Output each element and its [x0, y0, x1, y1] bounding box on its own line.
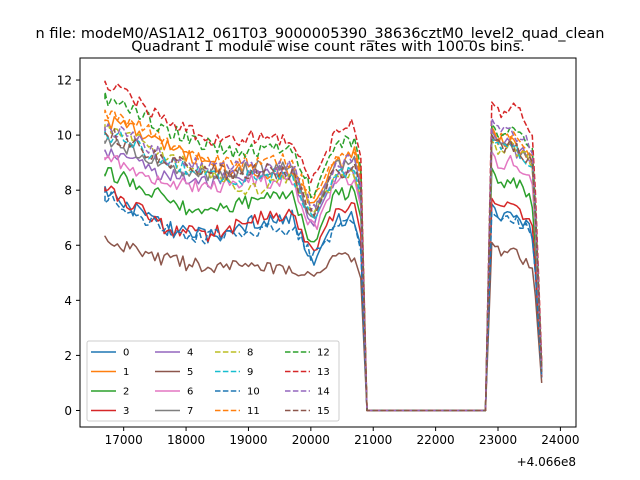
legend-label: 6: [187, 387, 193, 398]
x-tick-label: 17000: [105, 433, 143, 447]
y-tick-label: 4: [64, 294, 72, 308]
legend-label: 13: [317, 367, 330, 378]
legend-label: 11: [247, 406, 260, 417]
legend-label: 14: [317, 387, 330, 398]
y-tick-label: 8: [64, 184, 72, 198]
x-tick-label: 24000: [541, 433, 579, 447]
y-tick-label: 12: [57, 74, 72, 88]
x-tick-label: 23000: [479, 433, 517, 447]
x-tick-label: 22000: [417, 433, 455, 447]
series-line-15: [104, 128, 543, 412]
legend-label: 10: [247, 387, 260, 398]
plot-title: Quadrant 1 module wise count rates with …: [131, 39, 525, 55]
legend-label: 15: [317, 406, 330, 417]
legend-label: 12: [317, 348, 330, 359]
y-tick-label: 6: [64, 239, 72, 253]
legend-box: [86, 340, 340, 422]
legend-label: 2: [123, 387, 129, 398]
series-line-13: [104, 80, 543, 412]
x-tick-label: 20000: [292, 433, 330, 447]
legend-label: 1: [123, 367, 129, 378]
x-tick-label: 19000: [229, 433, 267, 447]
y-tick-label: 0: [64, 404, 72, 418]
legend-label: 7: [187, 406, 193, 417]
legend-label: 4: [187, 348, 193, 359]
legend-label: 9: [247, 367, 253, 378]
series-line-14: [104, 117, 543, 412]
axes-frame: [79, 57, 577, 428]
x-offset-label: +4.066e8: [517, 455, 576, 469]
y-tick-label: 10: [57, 129, 72, 143]
series-line-11: [104, 109, 543, 412]
series-lines: [104, 80, 543, 412]
legend-label: 0: [123, 348, 129, 359]
x-tick-label: 21000: [354, 433, 392, 447]
legend-label: 5: [187, 367, 193, 378]
plot-area: 17000 18000 19000 20000 21000 22000 23000 24000…: [57, 74, 580, 447]
y-tick-label: 2: [64, 349, 72, 363]
legend-label: 8: [247, 348, 253, 359]
legend-label: 3: [123, 406, 129, 417]
figure-suptitle: n file: modeM0/AS1A12_061T03_9000005390_…: [36, 26, 605, 42]
x-tick-label: 18000: [167, 433, 205, 447]
